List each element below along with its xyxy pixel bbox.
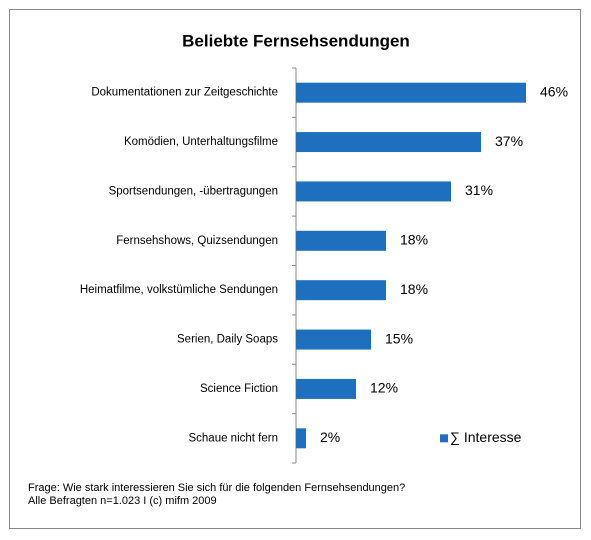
data-label: 2% [320,429,340,445]
note: Alle Befragten n=1.023 I (c) mifm 2009 [28,495,217,507]
bar [296,132,481,153]
chart-title: Beliebte Fernsehsendungen [182,31,410,50]
data-label: 37% [495,133,523,149]
data-label: 15% [385,330,413,346]
note: Frage: Wie stark interessieren Sie sich … [28,482,405,494]
bar [296,280,386,301]
data-label: 12% [370,380,398,396]
y-tick-label: Fernsehshows, Quizsendungen [116,235,278,247]
bar [296,82,526,103]
bar [296,329,371,350]
data-label: 18% [400,232,428,248]
bar [296,428,306,449]
y-tick-label: Dokumentationen zur Zeitgeschichte [91,87,278,99]
y-tick-label: Komödien, Unterhaltungsfilme [124,136,278,148]
data-label: 18% [400,281,428,297]
data-label: 46% [540,83,568,99]
y-tick-label: Serien, Daily Soaps [177,334,278,346]
y-tick-label: Sportsendungen, -übertragungen [109,185,278,197]
bar [296,230,386,251]
legend-swatch [440,434,448,443]
y-tick-label: Science Fiction [200,383,278,395]
bar [296,181,451,202]
y-tick-label: Schaue nicht fern [188,432,278,444]
data-label: 31% [465,182,493,198]
legend-label: ∑ Interesse [450,429,522,445]
bar [296,378,356,399]
y-tick-label: Heimatfilme, volkstümliche Sendungen [80,284,278,296]
